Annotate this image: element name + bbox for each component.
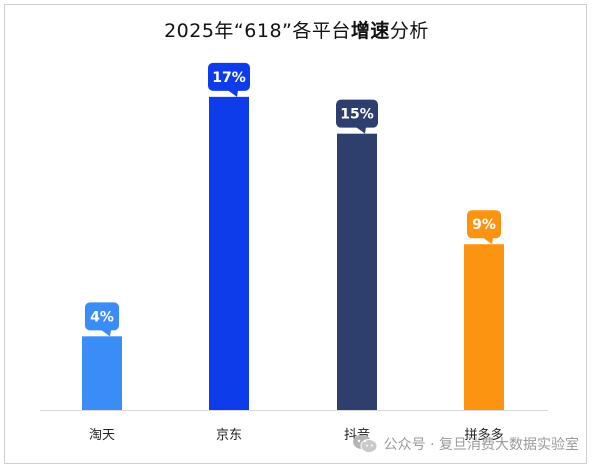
data-label: 4%: [90, 309, 114, 325]
bar-淘天: [82, 336, 122, 410]
watermark: 公众号 · 复旦消费大数据实验室: [352, 434, 579, 454]
data-label-bubble: [336, 99, 378, 134]
data-label: 17%: [212, 70, 246, 86]
title-suffix: 分析: [389, 20, 429, 42]
data-label-bubble: [208, 62, 250, 97]
bar-京东: [209, 96, 249, 410]
data-label: 15%: [340, 107, 374, 123]
title-bold: 增速: [350, 20, 390, 42]
watermark-text: 公众号 · 复旦消费大数据实验室: [383, 437, 579, 453]
wechat-icon: [352, 435, 378, 453]
category-label: 淘天: [89, 428, 115, 443]
bar-抖音: [337, 133, 377, 410]
category-label: 拼多多: [464, 427, 503, 443]
bar-拼多多: [464, 244, 504, 410]
data-label-bubble: [85, 302, 119, 337]
category-label: 京东: [216, 428, 242, 443]
chart-title: 2025年“618”各平台增速分析: [0, 16, 593, 43]
title-prefix: 2025年“618”各平台: [164, 20, 351, 42]
data-label: 9%: [472, 217, 496, 233]
data-label-bubble: [467, 210, 501, 245]
